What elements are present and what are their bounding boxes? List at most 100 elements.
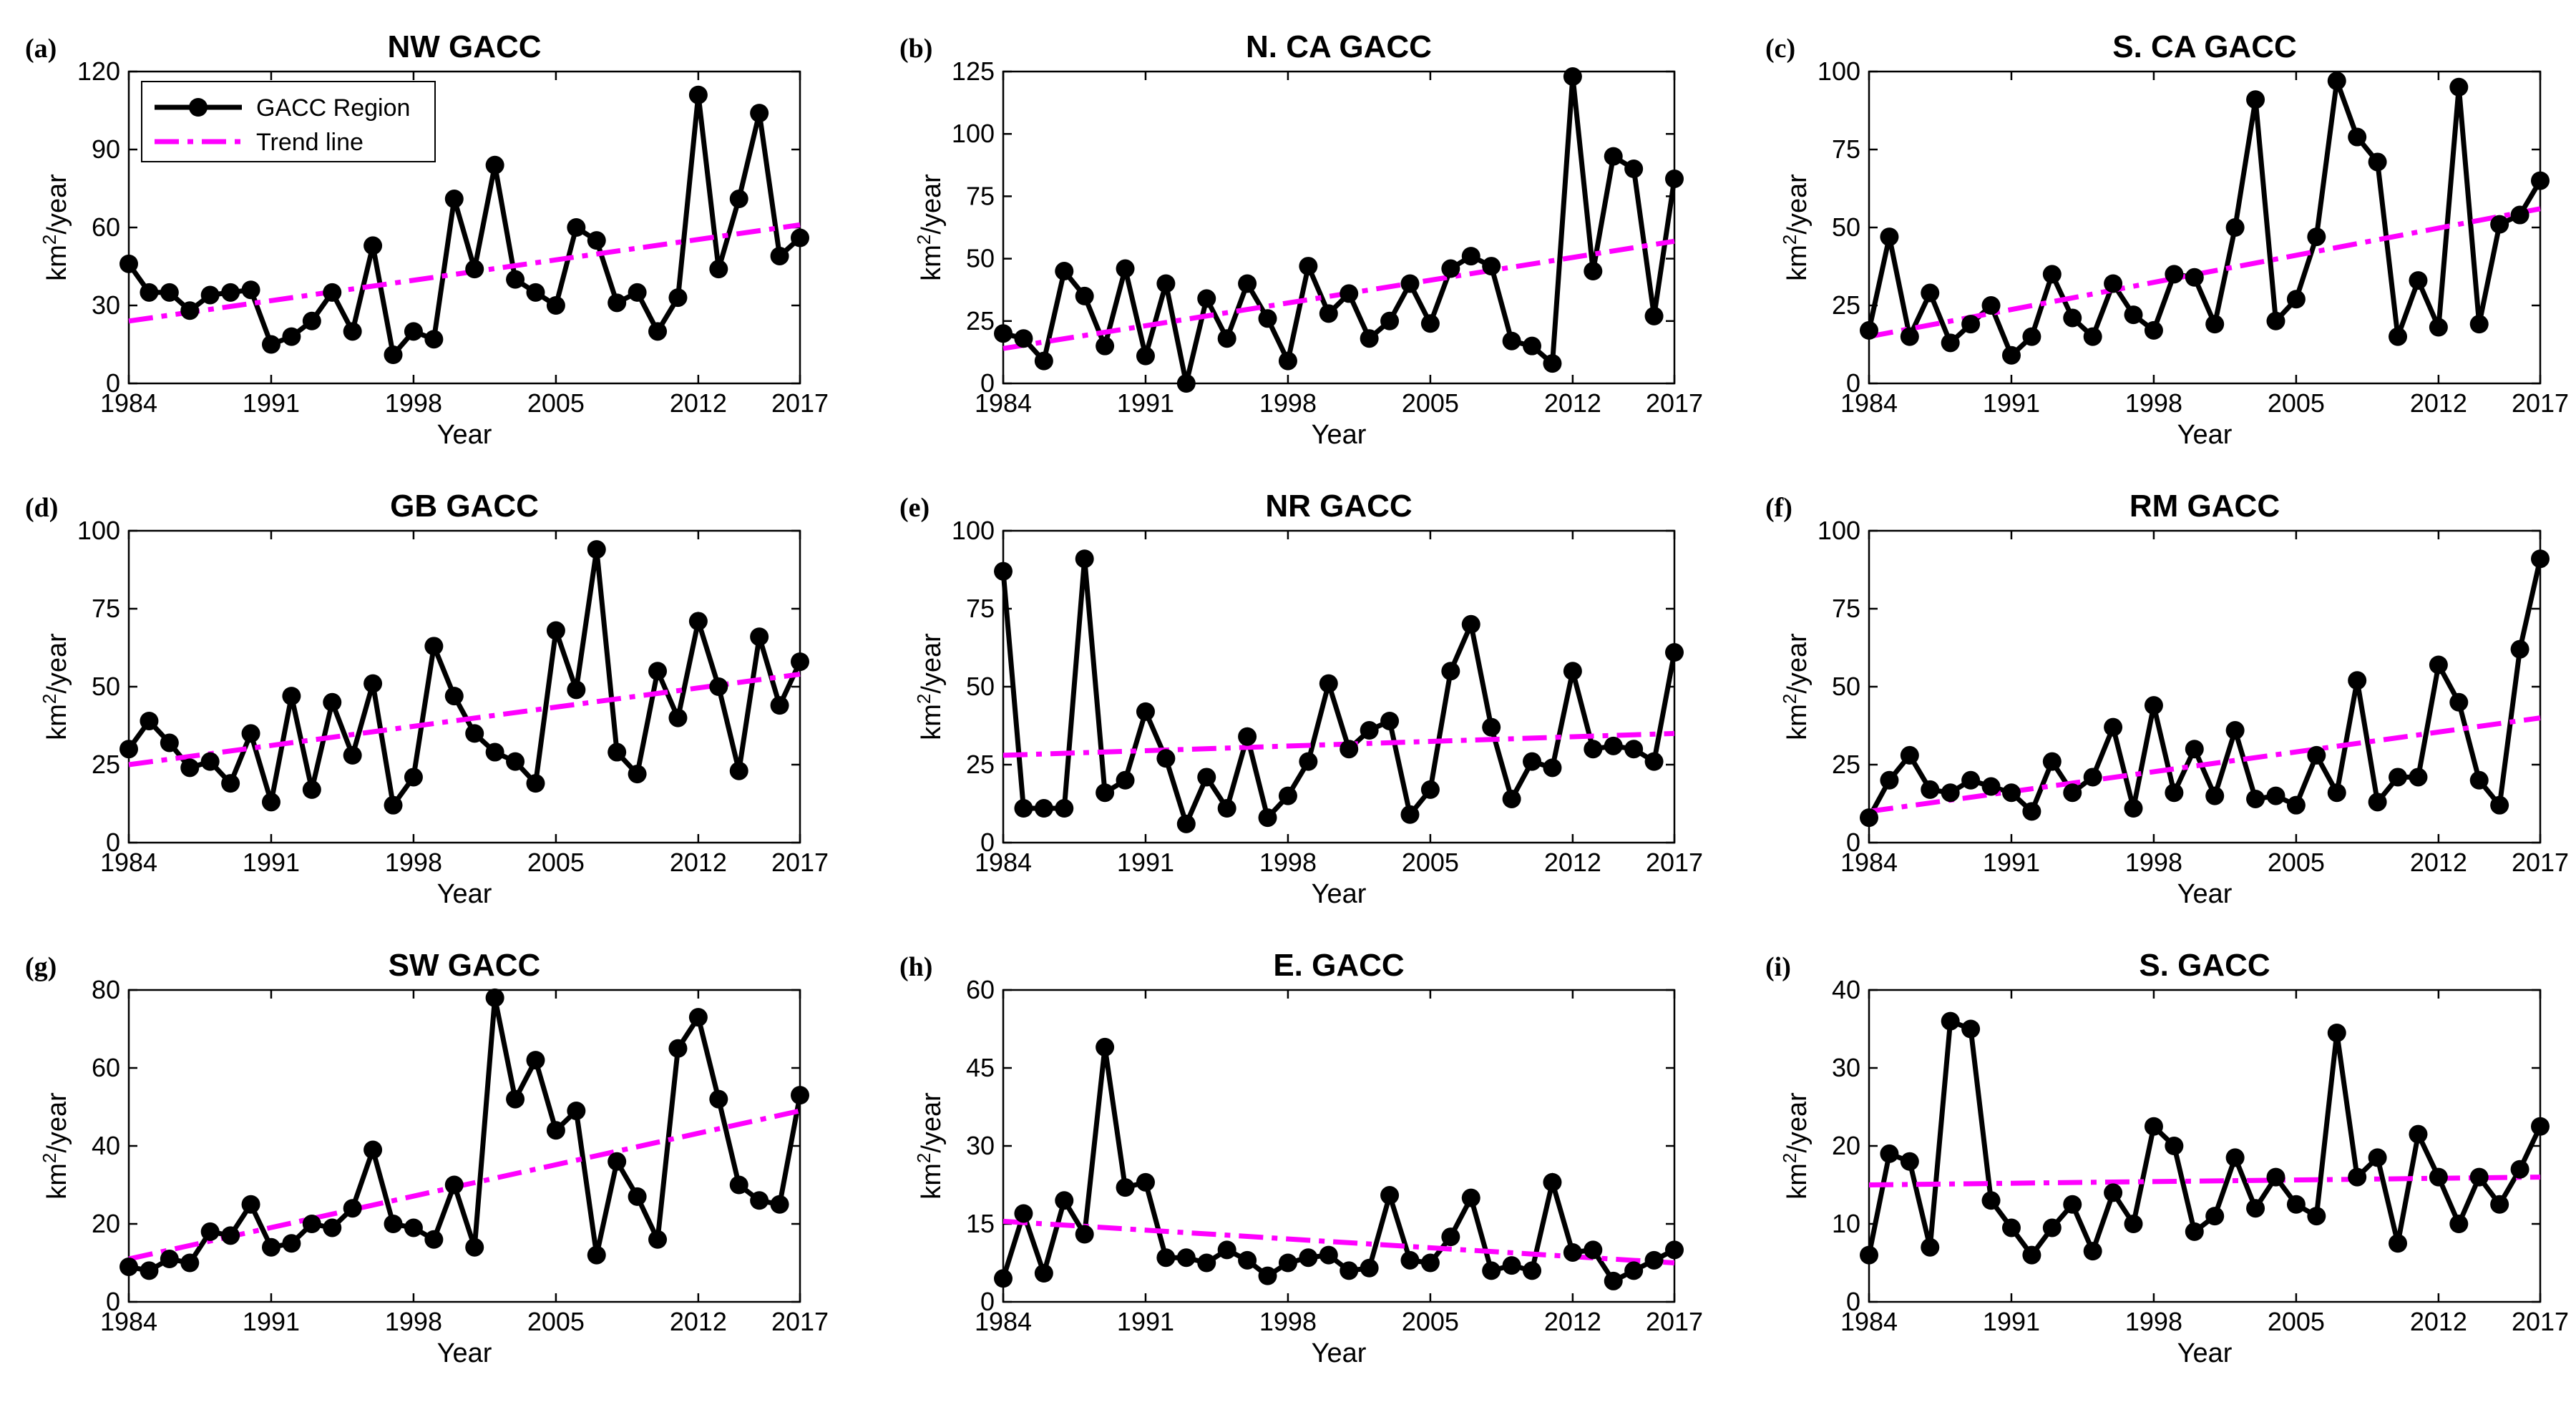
series-line	[1000, 558, 1677, 831]
x-tick-label: 1984	[1840, 848, 1898, 877]
x-tick-label: 2005	[1402, 388, 1459, 418]
data-point	[2348, 671, 2367, 690]
data-point	[2429, 1167, 2448, 1187]
data-point	[2144, 1117, 2163, 1136]
data-point	[729, 761, 748, 780]
x-tick-label: 2012	[1544, 848, 1601, 877]
data-point	[241, 280, 260, 300]
data-point	[1055, 262, 1074, 281]
y-tick-label: 0	[106, 368, 120, 398]
series-line	[127, 94, 802, 361]
data-point	[1461, 247, 1480, 266]
data-point	[424, 637, 444, 656]
data-point	[2266, 1167, 2285, 1187]
data-point	[1380, 1186, 1400, 1205]
panel-label: (a)	[25, 34, 57, 64]
y-tick-label: 0	[1846, 828, 1860, 857]
y-tick-label: 0	[980, 1287, 995, 1316]
series-line	[1000, 1046, 1676, 1285]
data-point	[1624, 160, 1644, 179]
trend-line	[1002, 1218, 1675, 1265]
x-tick-label: 1984	[1840, 1307, 1898, 1336]
y-tick-label: 0	[980, 828, 995, 857]
data-point	[608, 293, 627, 313]
data-point	[1665, 643, 1684, 662]
data-point	[1340, 740, 1359, 759]
y-tick-label: 100	[952, 119, 995, 148]
data-point	[200, 1222, 220, 1241]
data-point	[1563, 67, 1582, 86]
x-tick-label: 1998	[1259, 388, 1317, 418]
data-point	[2165, 1137, 2184, 1155]
data-point	[465, 1237, 484, 1257]
data-point	[2225, 1148, 2245, 1167]
data-point	[1584, 1240, 1603, 1260]
y-tick-label: 80	[92, 975, 120, 1004]
trend-line	[1002, 730, 1675, 758]
data-point	[1340, 1261, 1359, 1280]
y-tick-label: 50	[1832, 212, 1860, 242]
chart-title: N. CA GACC	[1246, 29, 1432, 64]
x-tick-label: 1998	[1259, 848, 1317, 877]
data-point	[364, 1140, 383, 1160]
data-point	[1523, 1261, 1542, 1280]
data-point	[1136, 1172, 1155, 1192]
data-point	[2389, 1234, 2408, 1253]
data-point	[1860, 808, 1878, 828]
data-point	[1217, 799, 1236, 818]
plot-area-frame	[127, 989, 801, 1303]
data-point	[282, 327, 301, 346]
x-tick-label: 2017	[1646, 848, 1703, 877]
data-point	[2022, 802, 2041, 821]
chart-panel-a: 0 30 60 90 120 1984 1991 1998 2005 2012 2017 NW GAC…	[25, 29, 829, 450]
x-tick-label: 1984	[100, 1307, 157, 1336]
x-tick-label: 2017	[2512, 388, 2569, 418]
data-point	[140, 1261, 159, 1280]
data-point	[1278, 351, 1297, 371]
data-point	[261, 793, 280, 812]
data-point	[1860, 1245, 1878, 1265]
data-point	[2083, 768, 2102, 787]
y-tick-label: 100	[952, 516, 995, 545]
data-point	[648, 1230, 668, 1249]
x-tick-label: 1998	[385, 1307, 442, 1336]
data-point	[994, 1269, 1013, 1288]
data-point	[2042, 752, 2062, 771]
x-tick-label: 2017	[771, 1307, 829, 1336]
data-point	[2469, 315, 2489, 334]
panel-label: (c)	[1765, 34, 1795, 64]
x-axis-label: Year	[1312, 1338, 1367, 1368]
data-point	[2144, 696, 2163, 715]
chart-panel-g: 0 20 40 60 80 1984 1991 1998 2005 2012 2017 SW GACC…	[25, 948, 829, 1368]
data-point	[2409, 271, 2428, 290]
y-tick-label: 20	[92, 1209, 120, 1238]
data-point	[1584, 262, 1603, 281]
x-axis-label: Year	[1312, 420, 1367, 450]
data-point	[1380, 711, 1400, 730]
x-tick-label: 2017	[2512, 848, 2569, 877]
y-tick-label: 100	[77, 516, 120, 545]
x-tick-label: 2005	[527, 1307, 585, 1336]
data-point	[221, 1226, 240, 1245]
chart-title: E. GACC	[1273, 948, 1404, 983]
data-point	[1238, 1250, 1257, 1270]
legend-trend-label: Trend line	[256, 129, 364, 156]
data-point	[2531, 1117, 2550, 1136]
data-point	[628, 765, 647, 784]
data-point	[1156, 1248, 1176, 1268]
x-axis-label: Year	[437, 879, 492, 909]
data-point	[2104, 717, 2123, 737]
data-point	[1461, 1188, 1480, 1207]
y-tick-label: 45	[966, 1053, 995, 1082]
panel-label: (e)	[899, 493, 930, 523]
data-point	[180, 301, 200, 320]
data-point	[546, 1121, 565, 1140]
data-point	[1420, 780, 1440, 799]
data-point	[384, 795, 403, 815]
data-point	[1299, 752, 1318, 771]
data-point	[567, 218, 586, 237]
series-line	[1002, 76, 1677, 384]
data-point	[1075, 1225, 1094, 1244]
chart-panel-h: 0 15 30 45 60 1984 1991 1998 2005 2012 2017 E. GACC…	[899, 948, 1703, 1368]
y-axis-label: km2/year	[39, 633, 72, 740]
